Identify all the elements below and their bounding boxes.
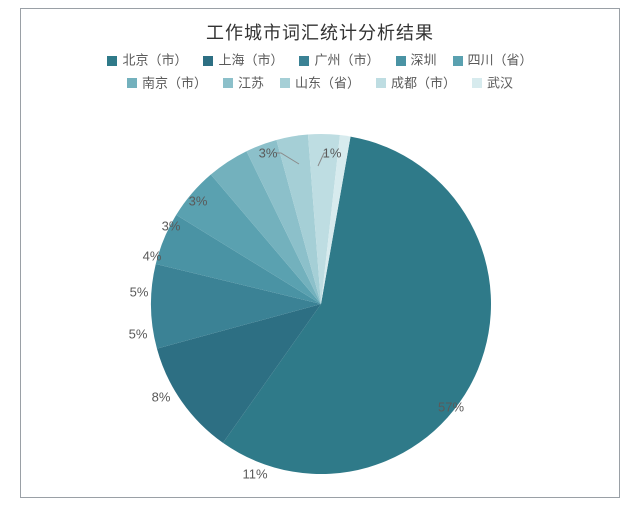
legend-item: 江苏 [223, 72, 264, 95]
legend-swatch [280, 78, 290, 88]
legend-label: 上海（市） [218, 53, 283, 68]
pct-label: 11% [242, 467, 267, 482]
pct-label: 8% [152, 390, 171, 405]
pct-label: 57% [438, 400, 464, 415]
legend-label: 广州（市） [314, 53, 379, 68]
legend-item: 北京（市） [107, 49, 187, 72]
legend-item: 四川（省） [453, 49, 533, 72]
pct-label: 5% [129, 327, 148, 342]
legend-item: 上海（市） [203, 49, 283, 72]
legend-swatch [376, 78, 386, 88]
legend-row-2: 南京（市） 江苏 山东（省） 成都（市） 武汉 [21, 72, 619, 95]
pct-label: 5% [130, 285, 149, 300]
legend-item: 成都（市） [376, 72, 456, 95]
legend-label: 武汉 [487, 75, 513, 90]
legend-item: 深圳 [396, 49, 437, 72]
pie-chart [21, 104, 621, 494]
legend-label: 深圳 [411, 53, 437, 68]
legend-label: 江苏 [238, 75, 264, 90]
legend-swatch [203, 56, 213, 66]
legend-swatch [127, 78, 137, 88]
chart-frame: 工作城市词汇统计分析结果 北京（市） 上海（市） 广州（市） 深圳 四川（省） 南京（市… [20, 8, 620, 498]
pct-label: 1% [323, 146, 342, 161]
legend-label: 四川（省） [468, 53, 533, 68]
legend-label: 山东（省） [295, 75, 360, 90]
legend-item: 武汉 [472, 72, 513, 95]
pct-label: 3% [162, 219, 181, 234]
legend-swatch [223, 78, 233, 88]
legend-swatch [453, 56, 463, 66]
legend-label: 成都（市） [391, 75, 456, 90]
legend-swatch [472, 78, 482, 88]
legend-swatch [396, 56, 406, 66]
pie-area: 57%11%8%5%5%4%3%3%3%1% [21, 104, 621, 494]
pct-label: 3% [259, 146, 278, 161]
legend-label: 南京（市） [142, 75, 207, 90]
legend-label: 北京（市） [122, 53, 187, 68]
pct-label: 3% [189, 194, 208, 209]
legend-swatch [107, 56, 117, 66]
chart-title: 工作城市词汇统计分析结果 [21, 19, 619, 45]
pct-label: 4% [143, 249, 162, 264]
legend-item: 南京（市） [127, 72, 207, 95]
legend-item: 广州（市） [299, 49, 379, 72]
legend-row-1: 北京（市） 上海（市） 广州（市） 深圳 四川（省） [21, 49, 619, 72]
legend-swatch [299, 56, 309, 66]
legend: 北京（市） 上海（市） 广州（市） 深圳 四川（省） 南京（市） 江苏 山东（省） 成都（市）… [21, 49, 619, 94]
legend-item: 山东（省） [280, 72, 360, 95]
